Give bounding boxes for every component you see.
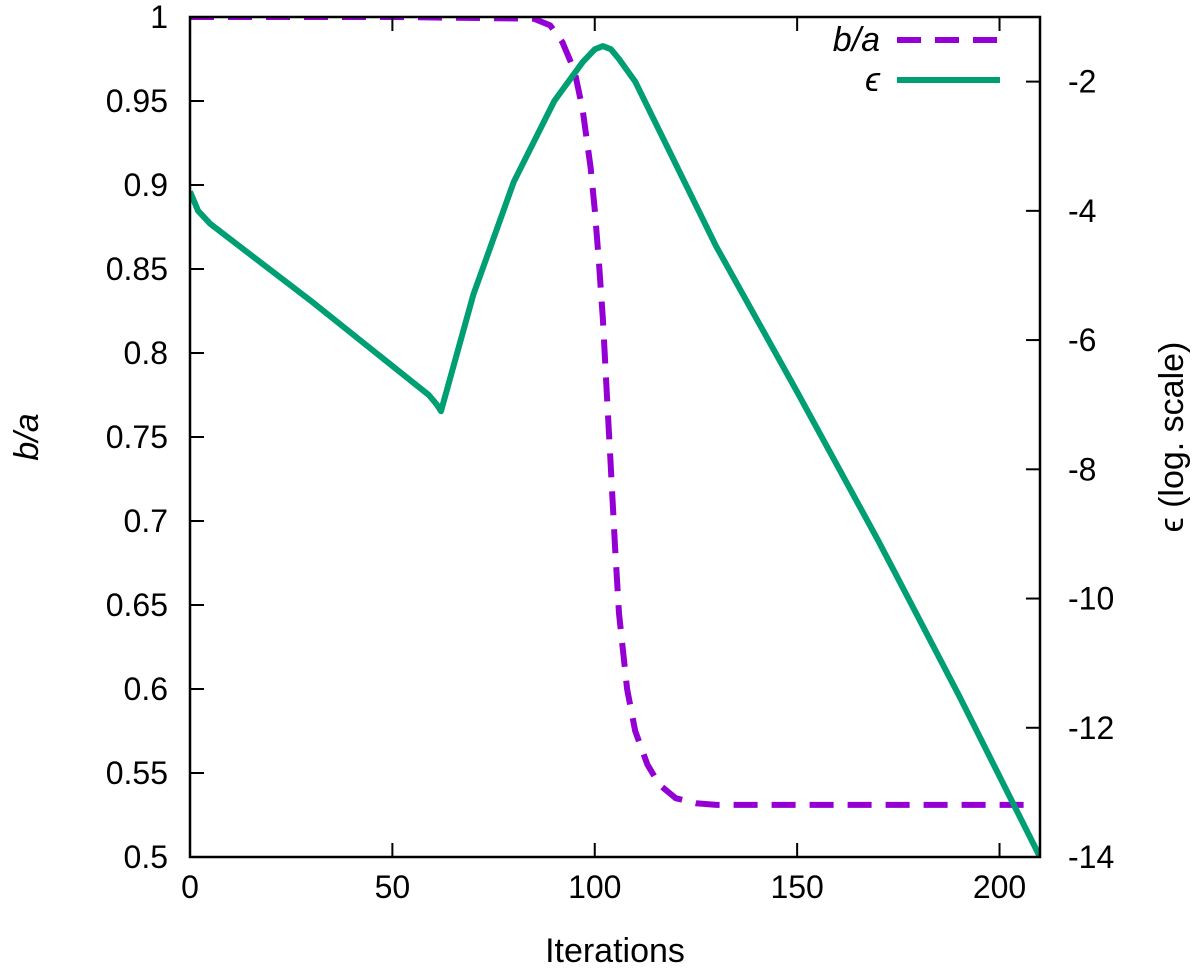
x-tick-label: 150 bbox=[770, 869, 823, 905]
y-left-tick-label: 0.75 bbox=[106, 419, 168, 455]
y-left-tick-label: 0.8 bbox=[124, 335, 168, 371]
plot-frame bbox=[188, 15, 1042, 859]
y-right-tick-label: -4 bbox=[1068, 193, 1096, 229]
y-left-tick-label: 1 bbox=[150, 0, 168, 35]
y-left-tick-label: 0.85 bbox=[106, 251, 168, 287]
x-tick-label: 0 bbox=[181, 869, 199, 905]
series-line-epsilon bbox=[190, 43, 1040, 857]
y-right-tick-label: -12 bbox=[1068, 710, 1114, 746]
y-right-tick-label: -10 bbox=[1068, 581, 1114, 617]
y-left-tick-label: 0.6 bbox=[124, 671, 168, 707]
x-tick-label: 50 bbox=[375, 869, 411, 905]
y-right-tick-label: -6 bbox=[1068, 322, 1096, 358]
x-tick-label: 200 bbox=[973, 869, 1026, 905]
legend-label: ϵ bbox=[865, 61, 881, 99]
x-tick-label: 100 bbox=[568, 869, 621, 905]
y-left-tick-label: 0.65 bbox=[106, 587, 168, 623]
y-right-axis-title: ϵ (log. scale) bbox=[1153, 342, 1191, 533]
plot-area bbox=[190, 17, 1040, 857]
axes: 0 50 100 150 200 0.5 0.55 0.6 0.65 0.7 0.75 0.8 0.85… bbox=[8, 0, 1191, 970]
y-left-tick-label: 0.7 bbox=[124, 503, 168, 539]
y-right-tick-label: -14 bbox=[1068, 839, 1114, 875]
x-axis-title: Iterations bbox=[545, 932, 685, 970]
y-left-tick-label: 0.9 bbox=[124, 167, 168, 203]
y-left-axis-title: b/a bbox=[8, 413, 46, 460]
legend-label: b/a bbox=[833, 21, 880, 59]
y-left-tick-label: 0.5 bbox=[124, 839, 168, 875]
series-line-b-over-a bbox=[190, 17, 1024, 808]
y-left-tick-label: 0.55 bbox=[106, 755, 168, 791]
legend: b/aϵ bbox=[833, 21, 1000, 99]
y-right-tick-label: -8 bbox=[1068, 451, 1096, 487]
y-left-tick-label: 0.95 bbox=[106, 83, 168, 119]
y-right-tick-label: -2 bbox=[1068, 64, 1096, 100]
